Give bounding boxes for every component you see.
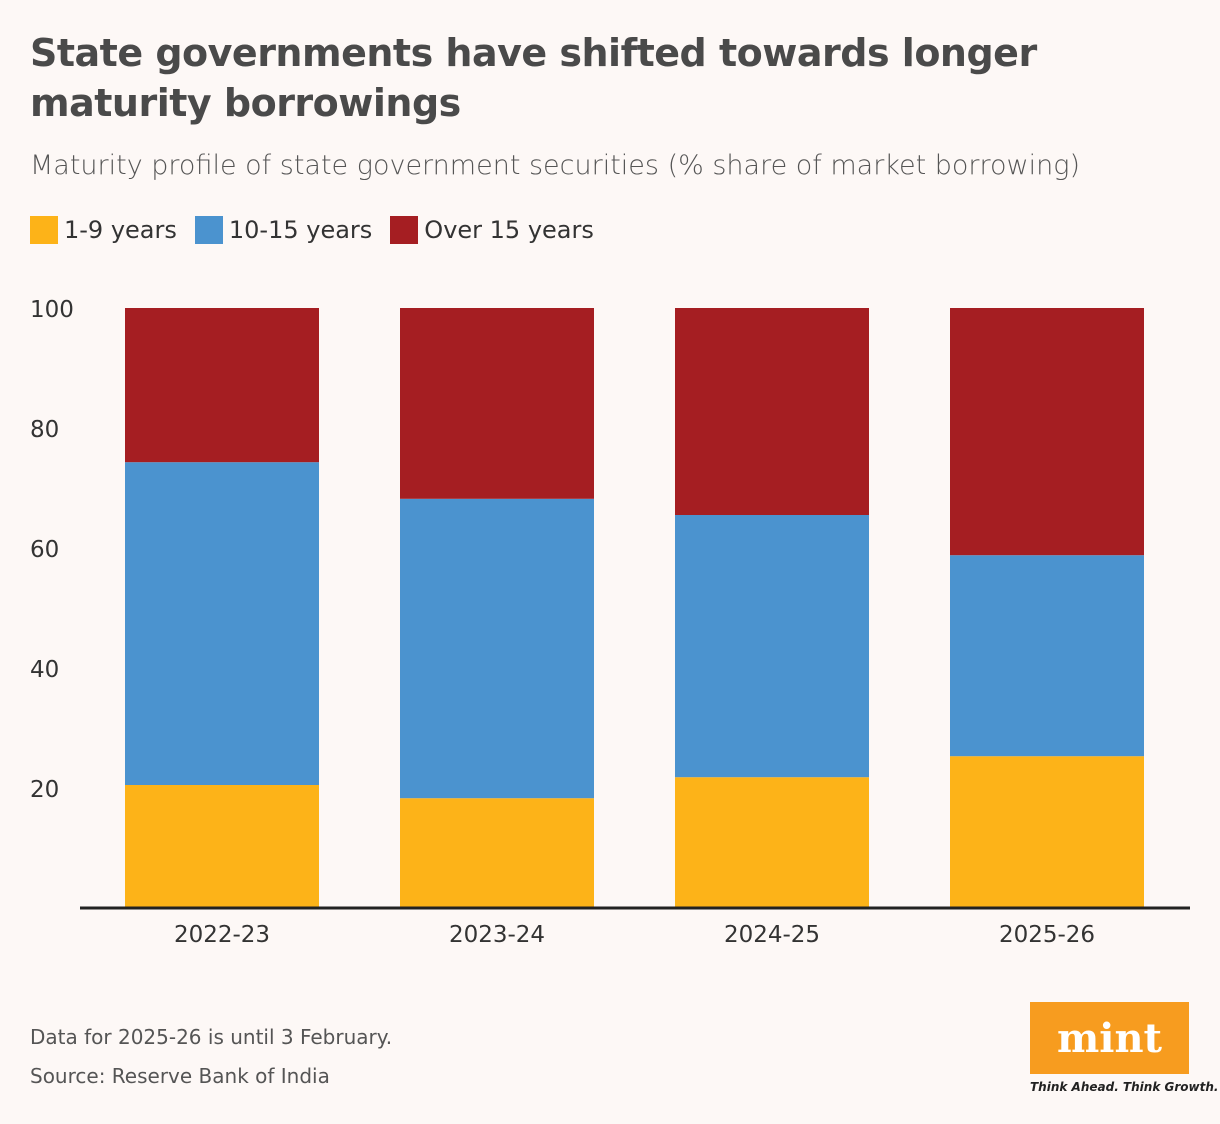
bar-segment-2023-24-0 xyxy=(400,798,594,908)
bar-segment-2022-23-0 xyxy=(125,785,319,908)
logo-text: mint xyxy=(1056,1014,1163,1062)
bar-segment-2025-26-0 xyxy=(950,756,1144,908)
legend-item-10-15-years: 10-15 years xyxy=(194,216,373,244)
legend-item-1-9-years: 1-9 years xyxy=(30,216,177,244)
bar-segment-2024-25-0 xyxy=(675,777,869,908)
y-tick-label: 20 xyxy=(30,777,59,803)
mint-logo: mint xyxy=(1030,1002,1189,1074)
legend-item-over-15-years: Over 15 years xyxy=(390,216,594,244)
legend: 1-9 years 10-15 years Over 15 years xyxy=(30,216,594,244)
bar-segment-2023-24-2 xyxy=(400,308,594,499)
bar-segment-2024-25-1 xyxy=(675,515,869,778)
x-tick-label: 2023-24 xyxy=(449,922,545,948)
legend-swatch xyxy=(194,216,223,244)
x-tick-label: 2025-26 xyxy=(999,922,1095,948)
source-note: Source: Reserve Bank of India xyxy=(30,1064,330,1088)
bar-segment-2024-25-2 xyxy=(675,308,869,515)
y-tick-label: 80 xyxy=(30,417,59,443)
logo-tagline: Think Ahead. Think Growth. xyxy=(1030,1080,1219,1094)
bar-segment-2022-23-2 xyxy=(125,308,319,463)
legend-swatch xyxy=(30,216,58,244)
legend-swatch xyxy=(390,216,419,244)
bar-segment-2023-24-1 xyxy=(400,498,594,799)
footnote: Data for 2025-26 is until 3 February. xyxy=(30,1025,393,1049)
y-tick-label: 40 xyxy=(30,657,59,683)
bar-segment-2025-26-1 xyxy=(950,555,1144,757)
bar-segment-2022-23-1 xyxy=(125,462,319,785)
x-tick-label: 2022-23 xyxy=(174,922,270,948)
bar-segment-2025-26-2 xyxy=(950,308,1144,556)
legend-label: 10-15 years xyxy=(228,216,373,244)
legend-label: 1-9 years xyxy=(64,216,177,244)
chart-title: State governments have shifted towards l… xyxy=(30,31,1037,125)
y-tick-label: 100 xyxy=(30,297,74,323)
legend-label: Over 15 years xyxy=(424,216,594,244)
chart-subtitle: Maturity profile of state government sec… xyxy=(30,150,1080,181)
x-tick-label: 2024-25 xyxy=(724,922,820,948)
y-tick-label: 60 xyxy=(30,537,59,563)
